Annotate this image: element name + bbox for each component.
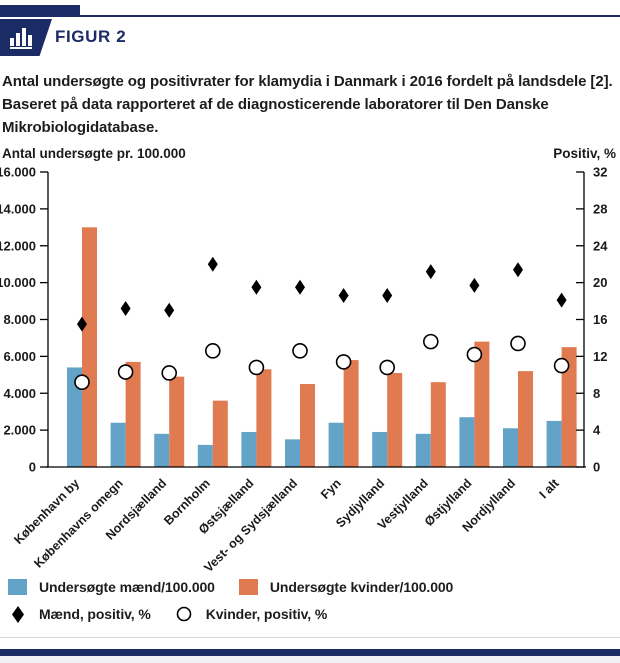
legend-swatch-kvinder — [238, 579, 258, 595]
svg-text:24: 24 — [593, 238, 608, 253]
footer-hairline — [0, 637, 620, 638]
chart-legend: Undersøgte mænd/100.000 Undersøgte kvind… — [8, 579, 620, 623]
figure-header: FIGUR 2 — [0, 0, 620, 58]
bars-undersogte-maend — [67, 367, 562, 467]
legend-swatch-maend — [8, 579, 27, 595]
figure-description: Antal undersøgte og positivrater for kla… — [2, 73, 613, 136]
svg-text:2.000: 2.000 — [3, 423, 36, 438]
chart: Antal undersøgte pr. 100.000 Positiv, % 16… — [0, 142, 620, 577]
svg-text:Positiv, %: Positiv, % — [553, 146, 616, 161]
klamydia-chart-svg: Antal undersøgte pr. 100.000 Positiv, % 16… — [0, 146, 616, 575]
legend-row-markers: Mænd, positiv, % Kvinder, positiv, % — [8, 605, 620, 623]
svg-text:8.000: 8.000 — [3, 312, 36, 327]
svg-text:32: 32 — [593, 165, 607, 180]
svg-text:28: 28 — [593, 201, 607, 216]
svg-text:20: 20 — [593, 275, 607, 290]
svg-text:0: 0 — [29, 460, 36, 475]
markers-kvinder-positiv — [74, 333, 570, 390]
legend-item-kvinder-positiv: Kvinder, positiv, % — [175, 605, 328, 623]
svg-text:10.000: 10.000 — [0, 275, 36, 290]
svg-text:0: 0 — [593, 460, 600, 475]
legend-item-maend-positiv: Mænd, positiv, % — [8, 605, 151, 623]
svg-text:14.000: 14.000 — [0, 201, 36, 216]
svg-text:4.000: 4.000 — [3, 386, 36, 401]
legend-item-kvinder-undersogte: Undersøgte kvinder/100.000 — [238, 579, 454, 595]
footer-bar — [0, 649, 620, 656]
footer-strip — [0, 656, 620, 663]
svg-text:6.000: 6.000 — [3, 349, 36, 364]
figure-badge — [0, 19, 52, 56]
header-top-bar — [0, 5, 80, 17]
svg-text:Antal undersøgte pr. 100.000: Antal undersøgte pr. 100.000 — [2, 146, 186, 161]
axes — [40, 171, 586, 468]
svg-text:I alt: I alt — [537, 476, 563, 502]
svg-text:4: 4 — [593, 423, 601, 438]
bars-undersogte-kvinder — [82, 227, 577, 467]
figure-label: FIGUR 2 — [55, 27, 127, 46]
markers-maend-positiv — [77, 256, 567, 332]
legend-label: Undersøgte mænd/100.000 — [39, 579, 215, 595]
legend-row-bars: Undersøgte mænd/100.000 Undersøgte kvind… — [8, 579, 620, 595]
legend-label: Undersøgte kvinder/100.000 — [269, 579, 454, 595]
legend-label: Mænd, positiv, % — [39, 606, 151, 622]
circle-marker-icon — [175, 605, 194, 623]
svg-text:16.000: 16.000 — [0, 165, 36, 180]
svg-text:Fyn: Fyn — [318, 476, 344, 502]
legend-label: Kvinder, positiv, % — [205, 606, 328, 622]
svg-text:16: 16 — [593, 312, 607, 327]
svg-text:8: 8 — [593, 386, 600, 401]
diamond-marker-icon — [8, 605, 27, 623]
bar-chart-icon — [10, 27, 32, 49]
header-rule — [78, 15, 620, 17]
svg-text:12.000: 12.000 — [0, 238, 36, 253]
svg-text:12: 12 — [593, 349, 607, 364]
legend-item-maend-undersogte: Undersøgte mænd/100.000 — [8, 579, 215, 595]
